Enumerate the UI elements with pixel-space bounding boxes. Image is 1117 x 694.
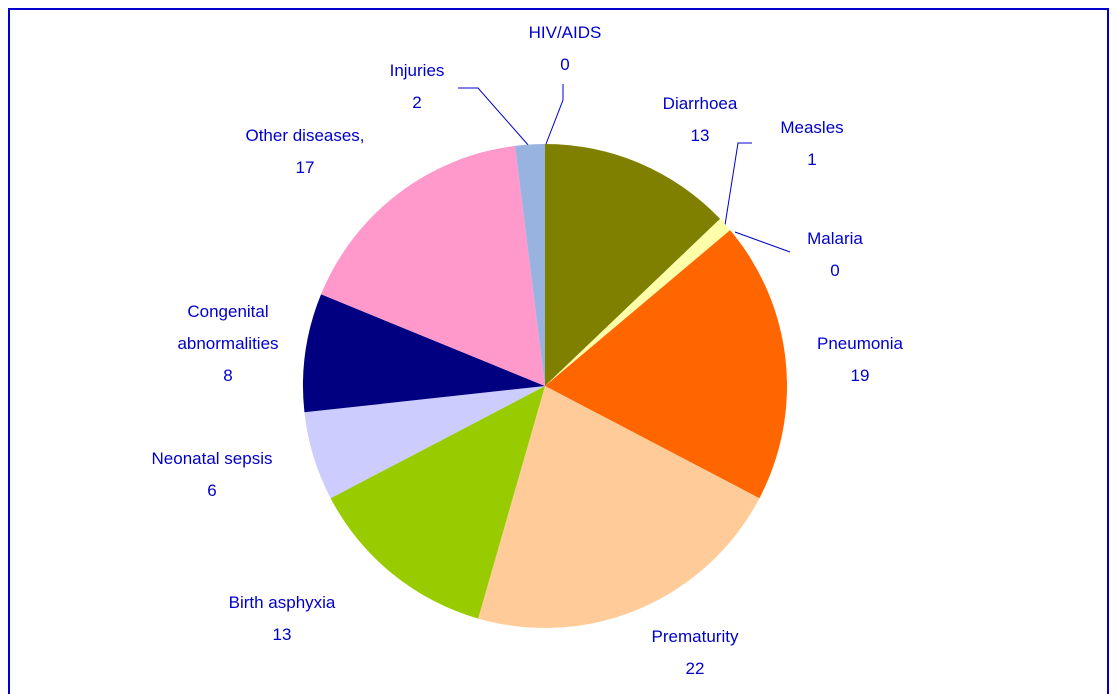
category-label: Measles [780, 118, 844, 137]
category-label: Other diseases, [245, 126, 365, 145]
category-label: Malaria [807, 229, 863, 248]
pie-slice [303, 294, 545, 413]
slice-label: Injuries 2 [390, 55, 445, 119]
slice-label: Other diseases, 17 [245, 120, 364, 184]
pie-slice [321, 145, 545, 386]
pie-slice [478, 386, 760, 628]
category-label: Neonatal sepsis [151, 449, 273, 468]
leader-line [724, 142, 752, 226]
value-label: 13 [272, 625, 292, 644]
category-label: Prematurity [651, 627, 739, 646]
value-label: 19 [850, 366, 870, 385]
value-label: 22 [685, 659, 705, 678]
slice-label: Neonatal sepsis 6 [152, 443, 273, 507]
frame [8, 8, 1109, 694]
category-label: Birth asphyxia [228, 593, 336, 612]
pie-slice [545, 218, 731, 386]
value-label: 0 [560, 55, 570, 74]
category-label: Congenital abnormalities [177, 302, 279, 353]
leader-line [734, 231, 791, 253]
value-label: 2 [412, 93, 422, 112]
slice-label: HIV/AIDS 0 [529, 17, 602, 81]
leader-line [545, 84, 564, 145]
slice-label: Malaria 0 [807, 223, 863, 287]
slice-label: Diarrhoea 13 [663, 88, 738, 152]
category-label: Diarrhoea [662, 94, 738, 113]
value-label: 6 [207, 481, 217, 500]
category-label: Injuries [389, 61, 445, 80]
value-label: 8 [223, 366, 233, 385]
slice-label: Measles 1 [780, 112, 843, 176]
pie-slice [545, 144, 721, 386]
value-label: 1 [807, 150, 817, 169]
pie-slice [330, 386, 545, 619]
pie-slice [304, 386, 545, 499]
value-label: 0 [830, 261, 840, 280]
pie-slice [514, 144, 545, 386]
pie-slice [545, 230, 787, 499]
value-label: 13 [690, 126, 710, 145]
value-label: 17 [295, 158, 315, 177]
slice-label: Congenital abnormalities 8 [148, 296, 308, 392]
slice-label: Birth asphyxia 13 [229, 587, 336, 651]
category-label: HIV/AIDS [528, 23, 602, 42]
leader-lines [458, 84, 791, 253]
leader-line [458, 87, 530, 147]
slice-label: Pneumonia 19 [817, 328, 903, 392]
category-label: Pneumonia [816, 334, 904, 353]
slice-label: Prematurity 22 [652, 621, 739, 685]
